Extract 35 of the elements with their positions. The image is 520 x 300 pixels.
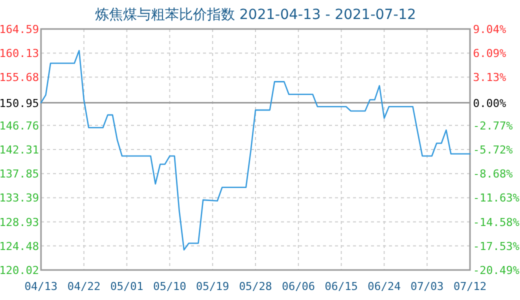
y2-tick-label: -11.63%: [473, 192, 520, 205]
x-tick-label: 07/03: [410, 280, 444, 293]
y2-tick-label: 0.00%: [473, 96, 506, 110]
y2-tick-label: 6.09%: [473, 47, 506, 60]
y2-tick-label: -5.72%: [473, 143, 514, 156]
x-tick-label: 05/01: [110, 280, 144, 293]
y-tick-label: 124.48: [0, 240, 39, 253]
y2-tick-label: -2.77%: [473, 119, 514, 132]
y2-tick-label: -20.49%: [473, 264, 520, 277]
y-tick-label: 150.95: [0, 96, 39, 110]
x-tick-label: 06/15: [324, 280, 358, 293]
y2-tick-label: -17.53%: [473, 240, 520, 253]
chart-title: 炼焦煤与粗苯比价指数 2021-04-13 - 2021-07-12: [94, 7, 416, 23]
y-tick-label: 164.59: [0, 23, 39, 36]
y2-tick-label: 9.04%: [473, 23, 506, 36]
y-tick-label: 137.85: [0, 168, 39, 181]
x-tick-label: 05/28: [238, 280, 272, 293]
line-series: [40, 50, 471, 251]
y-tick-label: 146.76: [0, 119, 39, 132]
y2-tick-label: -14.58%: [473, 216, 520, 229]
y-tick-label: 133.39: [0, 192, 39, 205]
y-tick-label: 120.02: [0, 264, 39, 277]
y-tick-label: 128.93: [0, 216, 39, 229]
x-tick-label: 05/10: [153, 280, 186, 293]
y-tick-label: 155.68: [0, 71, 39, 84]
y-tick-label: 142.31: [0, 143, 39, 156]
y2-tick-label: 3.13%: [473, 71, 506, 84]
x-tick-label: 04/22: [67, 280, 100, 293]
x-tick-label: 05/19: [196, 280, 230, 293]
y2-tick-label: -8.68%: [473, 168, 514, 181]
x-tick-label: 06/24: [368, 280, 402, 293]
y-tick-label: 160.13: [0, 47, 39, 60]
x-tick-label: 06/06: [282, 280, 315, 293]
x-tick-label: 04/13: [24, 280, 58, 293]
x-tick-label: 07/12: [453, 280, 487, 293]
